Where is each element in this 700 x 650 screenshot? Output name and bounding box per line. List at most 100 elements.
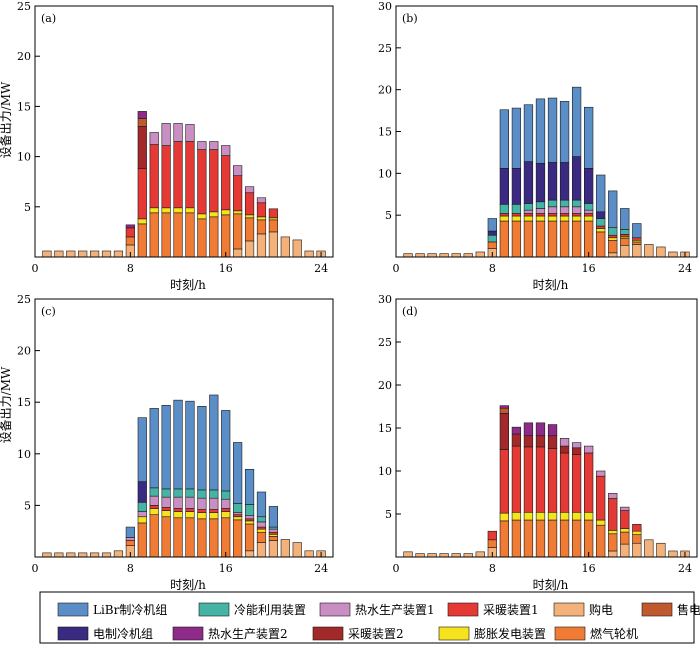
legend-label: 冷能利用装置 [234, 603, 306, 617]
bar-segment-hw1 [209, 497, 219, 510]
bar-segment-cold [608, 227, 618, 236]
bar-segment-hw2 [499, 405, 509, 409]
bar-segment-gt [221, 517, 231, 558]
bar-segment-heat2 [137, 126, 147, 169]
bar-segment-exp [523, 511, 534, 521]
bar-segment-libr [511, 107, 522, 169]
bar-segment-gt [559, 220, 570, 258]
bar-segment-hw1 [161, 496, 171, 508]
bar-segment-exp [608, 530, 618, 535]
bar-segment-heat1 [535, 446, 546, 513]
y-tick-label: 10 [17, 448, 31, 461]
x-axis-label: 时刻/h [533, 278, 569, 292]
bar-segment-hw1 [233, 165, 243, 176]
bar-segment-libr [535, 98, 546, 164]
legend-swatch [198, 602, 230, 617]
bar-segment-exp [511, 215, 522, 222]
plot-frame [34, 5, 334, 258]
bar-segment-buy [644, 244, 654, 258]
bar-segment-cold [559, 199, 570, 208]
bar-segment-buy [101, 552, 112, 558]
y-tick-label: 30 [378, 0, 392, 13]
bar-segment-buy [451, 253, 461, 258]
bar-segment-exp [149, 508, 159, 515]
bar-segment-libr [499, 109, 509, 169]
bar-segment-heat1 [149, 505, 159, 509]
bar-segment-heat1 [197, 149, 207, 215]
bar-segment-hw1 [523, 209, 534, 214]
bar-segment-exp [209, 512, 219, 520]
legend-item-sell: 售电 [641, 602, 700, 617]
bar-segment-buy [78, 250, 88, 258]
bar-segment-buy [90, 552, 100, 558]
bars [403, 86, 690, 258]
bar-segment-buy [292, 239, 302, 258]
bar-segment-buy [256, 233, 267, 258]
legend-swatch [438, 626, 470, 641]
bar-segment-gt [620, 238, 630, 246]
bar-segment-hw1 [559, 206, 570, 214]
bar-segment-hw1 [608, 493, 618, 499]
bar-segment-exp [523, 215, 534, 222]
bar-segment-exp [197, 213, 207, 220]
bar-segment-libr [233, 442, 243, 504]
bar-segment-gt [608, 239, 618, 254]
x-tick-label: 0 [32, 262, 39, 275]
bar-segment-gt [233, 213, 243, 250]
bar-segment-cold [620, 229, 630, 235]
bar-segment-hw2 [511, 426, 522, 435]
bar-segment-libr [173, 399, 183, 490]
panel-label: (c) [41, 305, 56, 318]
bar-segment-gt [547, 519, 558, 558]
bar-segment-exp [499, 215, 509, 222]
bar-segment-heat1 [608, 234, 618, 239]
bar-segment-ec [559, 162, 570, 201]
bar-segment-libr [149, 408, 159, 489]
bar-segment-cold [161, 488, 171, 498]
y-tick-label: 5 [24, 201, 31, 214]
bar-segment-buy [54, 552, 64, 558]
bar-segment-heat1 [161, 145, 171, 209]
x-tick-label: 16 [219, 562, 233, 575]
bar-segment-heat1 [256, 526, 267, 530]
legend-item-gt: 燃气轮机 [554, 626, 638, 641]
legend-label: 电制冷机组 [93, 627, 153, 641]
bar-segment-gt [596, 231, 606, 258]
bar-segment-exp [584, 215, 594, 222]
bar-segment-heat2 [511, 433, 522, 447]
bar-segment-hw1 [173, 496, 183, 509]
bar-segment-buy [475, 251, 485, 258]
bar-segment-gt [209, 216, 219, 258]
bar-segment-gt [487, 241, 497, 249]
bar-segment-cold [584, 203, 594, 211]
legend-item-heat1: 采暖装置1 [447, 602, 539, 617]
legend-swatch [57, 626, 89, 641]
bar-segment-buy [90, 250, 100, 258]
bar-segment-cold [523, 203, 534, 211]
bar-segment-ec [487, 230, 497, 236]
bar-segment-heat1 [523, 446, 534, 513]
bar-segment-heat1 [632, 237, 642, 241]
chart-panel: 5 10 15 20 25 0 8 16 24 时刻/h (c) [17, 293, 334, 592]
bar-segment-heat1 [559, 213, 570, 217]
bar-segment-buy [463, 553, 473, 558]
bar-segment-heat1 [547, 213, 558, 217]
legend-swatch [447, 602, 479, 617]
x-tick-label: 0 [393, 262, 400, 275]
bar-segment-exp [221, 209, 231, 216]
bar-segment-buy [415, 553, 425, 558]
y-tick-label: 20 [378, 379, 392, 392]
bar-segment-gt [149, 212, 159, 258]
bar-segment-cold [233, 503, 243, 513]
bar-segment-exp [185, 207, 195, 214]
legend-item-hw1: 热水生产装置1 [319, 602, 435, 617]
bar-segment-gt [608, 533, 618, 552]
bar-segment-hw1 [547, 206, 558, 214]
bar-segment-hw1 [149, 495, 159, 506]
bar-segment-heat1 [499, 213, 509, 217]
bar-segment-exp [256, 528, 267, 533]
bar-segment-ec [499, 168, 509, 205]
x-tick-label: 24 [314, 562, 328, 575]
bar-segment-exp [268, 533, 278, 537]
